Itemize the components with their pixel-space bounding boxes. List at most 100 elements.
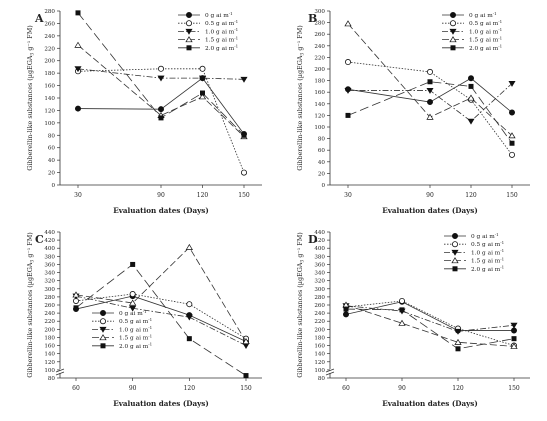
x-tick-label: 60 [342, 385, 350, 392]
y-tick-label: 280 [44, 9, 55, 15]
data-point [241, 132, 247, 138]
data-point [510, 327, 517, 334]
series-5 [73, 261, 249, 379]
y-tick-label: 360 [44, 262, 55, 268]
series-line [347, 81, 513, 144]
legend-marker [99, 334, 107, 341]
series-3 [342, 303, 518, 335]
series-line [77, 44, 245, 137]
series-2 [75, 65, 247, 176]
data-point [344, 59, 351, 66]
panel-label: A [34, 12, 44, 25]
data-point [198, 75, 207, 82]
data-point [157, 75, 165, 82]
legend-marker [186, 45, 192, 51]
data-point [342, 311, 349, 318]
x-tick-label: 150 [238, 192, 250, 199]
y-tick-label: 240 [44, 34, 55, 40]
y-tick-label: 260 [314, 32, 325, 38]
data-point [129, 299, 137, 306]
data-point [508, 109, 515, 116]
legend: 0 g ai m-10.5 g ai m-11.0 g ai m-11.5 g … [178, 11, 238, 52]
data-point [199, 65, 206, 72]
series-4 [342, 301, 518, 349]
legend-label: 0.5 g ai m-1 [119, 317, 152, 325]
y-tick-label: 80 [48, 133, 56, 139]
legend-marker [452, 266, 458, 272]
y-tick-label: 160 [44, 84, 55, 90]
y-axis-title: Gibberellin-like substances (µgEGA3 g⁻¹ … [26, 25, 36, 171]
legend-label: 2.0 g ai m-1 [119, 342, 152, 350]
y-tick-label: 300 [314, 287, 325, 293]
y-tick-label: 40 [48, 158, 56, 164]
y-tick-label: 420 [44, 238, 55, 244]
data-point [74, 41, 82, 48]
y-tick-label: 380 [44, 254, 55, 260]
y-tick-label: 140 [314, 352, 325, 358]
legend-label: 0 g ai m-1 [205, 11, 233, 19]
data-point [509, 140, 515, 146]
data-point [467, 75, 474, 82]
series-line [347, 23, 513, 136]
y-tick-label: 180 [314, 335, 325, 341]
data-point [426, 68, 433, 75]
y-tick-label: 220 [314, 319, 325, 325]
series-line [345, 301, 514, 331]
y-tick-label: 200 [44, 327, 55, 333]
data-point [399, 307, 405, 313]
x-tick-label: 150 [506, 192, 518, 199]
y-axis-title: Gibberellin-like substances (µgEGA3 g⁻¹ … [26, 232, 36, 378]
legend-marker [451, 249, 459, 256]
data-point [129, 291, 136, 298]
y-tick-label: 180 [314, 79, 325, 85]
data-point [73, 305, 79, 311]
y-tick-label: 160 [314, 90, 325, 96]
series-3 [74, 66, 248, 83]
y-tick-label: 40 [318, 160, 326, 166]
y-tick-label: 280 [44, 295, 55, 301]
y-tick-label: 440 [44, 230, 55, 236]
axis-break-mark [55, 368, 65, 373]
x-tick-label: 120 [465, 192, 477, 199]
y-tick-label: 60 [48, 146, 56, 152]
data-point [185, 243, 193, 250]
data-point [242, 343, 250, 349]
legend-label: 0 g ai m-1 [119, 309, 147, 317]
y-tick-label: 120 [314, 360, 325, 366]
y-tick-label: 300 [314, 9, 325, 15]
data-point [72, 291, 80, 298]
data-point [200, 90, 205, 96]
legend-label: 1.0 g ai m-1 [469, 27, 502, 35]
y-tick-label: 220 [44, 46, 55, 52]
legend-label: 1.5 g ai m-1 [471, 256, 504, 264]
data-point [157, 65, 164, 72]
y-axis-title: Gibberellin-like substances (µgEGA3 g⁻¹ … [296, 25, 306, 171]
legend-marker [100, 309, 107, 316]
x-axis-title: Evaluation dates (Days) [382, 399, 478, 408]
legend-marker [99, 326, 107, 333]
legend: 0 g ai m-10.5 g ai m-11.0 g ai m-11.5 g … [442, 11, 502, 52]
y-tick-label: 240 [314, 44, 325, 50]
x-tick-label: 90 [157, 192, 165, 199]
data-point [511, 336, 517, 342]
legend-marker [449, 20, 456, 27]
x-axis-title: Evaluation dates (Days) [113, 206, 209, 215]
legend-label: 0 g ai m-1 [471, 232, 499, 240]
y-tick-label: 140 [44, 96, 55, 102]
series-line [345, 300, 515, 346]
y-tick-label: 260 [44, 303, 55, 309]
data-point [186, 301, 193, 308]
y-tick-label: 200 [314, 67, 325, 73]
data-point [426, 87, 434, 94]
y-tick-label: 300 [44, 287, 55, 293]
axis-break-mark [325, 371, 335, 376]
y-tick-label: 420 [314, 238, 325, 244]
series-2 [342, 297, 517, 349]
x-tick-label: 90 [129, 385, 137, 392]
legend-label: 0 g ai m-1 [469, 11, 497, 19]
series-line [75, 246, 247, 342]
series-3 [344, 81, 516, 125]
legend-marker [451, 257, 459, 264]
legend-marker [100, 318, 107, 325]
